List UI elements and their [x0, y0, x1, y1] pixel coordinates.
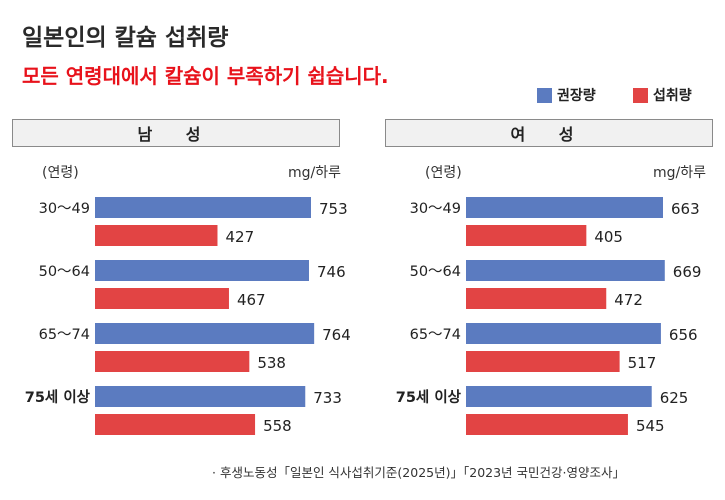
female-bar-recommended: [466, 197, 663, 218]
source-note: · 후생노동성「일본인 식사섭취기준(2025년)」「2023년 국민건강·영양…: [212, 465, 625, 480]
legend-swatch-recommended: [537, 87, 552, 103]
male-category-label: 65〜74: [39, 327, 90, 343]
male-unit-label: mg/하루: [288, 165, 342, 181]
male-value-label: 467: [237, 291, 266, 309]
female-category-label: 65〜74: [410, 327, 461, 343]
page-subtitle: 모든 연령대에서 칼슘이 부족하기 쉽습니다.: [22, 64, 389, 88]
legend-label-intake: 섭취량: [653, 88, 692, 104]
male-bar-recommended: [95, 323, 315, 344]
female-category-label: 50〜64: [410, 264, 461, 280]
legend: 권장량 섭취량: [537, 84, 717, 106]
panel-header-female: 여 성: [385, 119, 713, 147]
male-bar-recommended: [95, 386, 306, 407]
male-bar-recommended: [95, 260, 309, 281]
female-category-label: 75세 이상: [396, 389, 462, 406]
female-value-label: 545: [636, 417, 665, 435]
legend-item-intake: 섭취량: [633, 84, 692, 106]
female-bar-recommended: [466, 323, 661, 344]
legend-item-recommended: 권장량: [537, 84, 596, 106]
female-value-label: 625: [660, 389, 689, 407]
female-value-label: 663: [671, 200, 700, 218]
page-title: 일본인의 칼슘 섭취량: [22, 25, 229, 51]
female-category-label: 30〜49: [410, 201, 461, 217]
male-category-label: 50〜64: [39, 264, 90, 280]
male-category-label: 75세 이상: [25, 389, 91, 406]
male-value-label: 538: [257, 354, 286, 372]
male-bar-intake: [95, 225, 218, 246]
female-unit-label: mg/하루: [653, 165, 707, 181]
legend-label-recommended: 권장량: [557, 88, 596, 104]
male-value-label: 733: [313, 389, 342, 407]
male-age-axis-label: (연령): [42, 165, 79, 181]
female-bar-recommended: [466, 260, 665, 281]
panel-header-male: 남 성: [12, 119, 340, 147]
male-value-label: 764: [322, 326, 351, 344]
female-value-label: 405: [594, 228, 623, 246]
female-value-label: 656: [669, 326, 698, 344]
female-value-label: 517: [628, 354, 657, 372]
male-bar-intake: [95, 288, 229, 309]
male-value-label: 558: [263, 417, 292, 435]
male-value-label: 427: [225, 228, 254, 246]
female-bar-intake: [466, 288, 607, 309]
male-value-label: 746: [317, 263, 346, 281]
female-age-axis-label: (연령): [425, 165, 462, 181]
male-category-label: 30〜49: [39, 201, 90, 217]
male-bar-intake: [95, 414, 256, 435]
female-value-label: 472: [614, 291, 643, 309]
female-bar-intake: [466, 414, 628, 435]
female-bar-intake: [466, 225, 587, 246]
male-bar-intake: [95, 351, 250, 372]
male-value-label: 753: [319, 200, 348, 218]
female-bar-recommended: [466, 386, 652, 407]
male-bar-recommended: [95, 197, 311, 218]
legend-swatch-intake: [633, 87, 648, 103]
female-bar-intake: [466, 351, 620, 372]
female-value-label: 669: [673, 263, 702, 281]
